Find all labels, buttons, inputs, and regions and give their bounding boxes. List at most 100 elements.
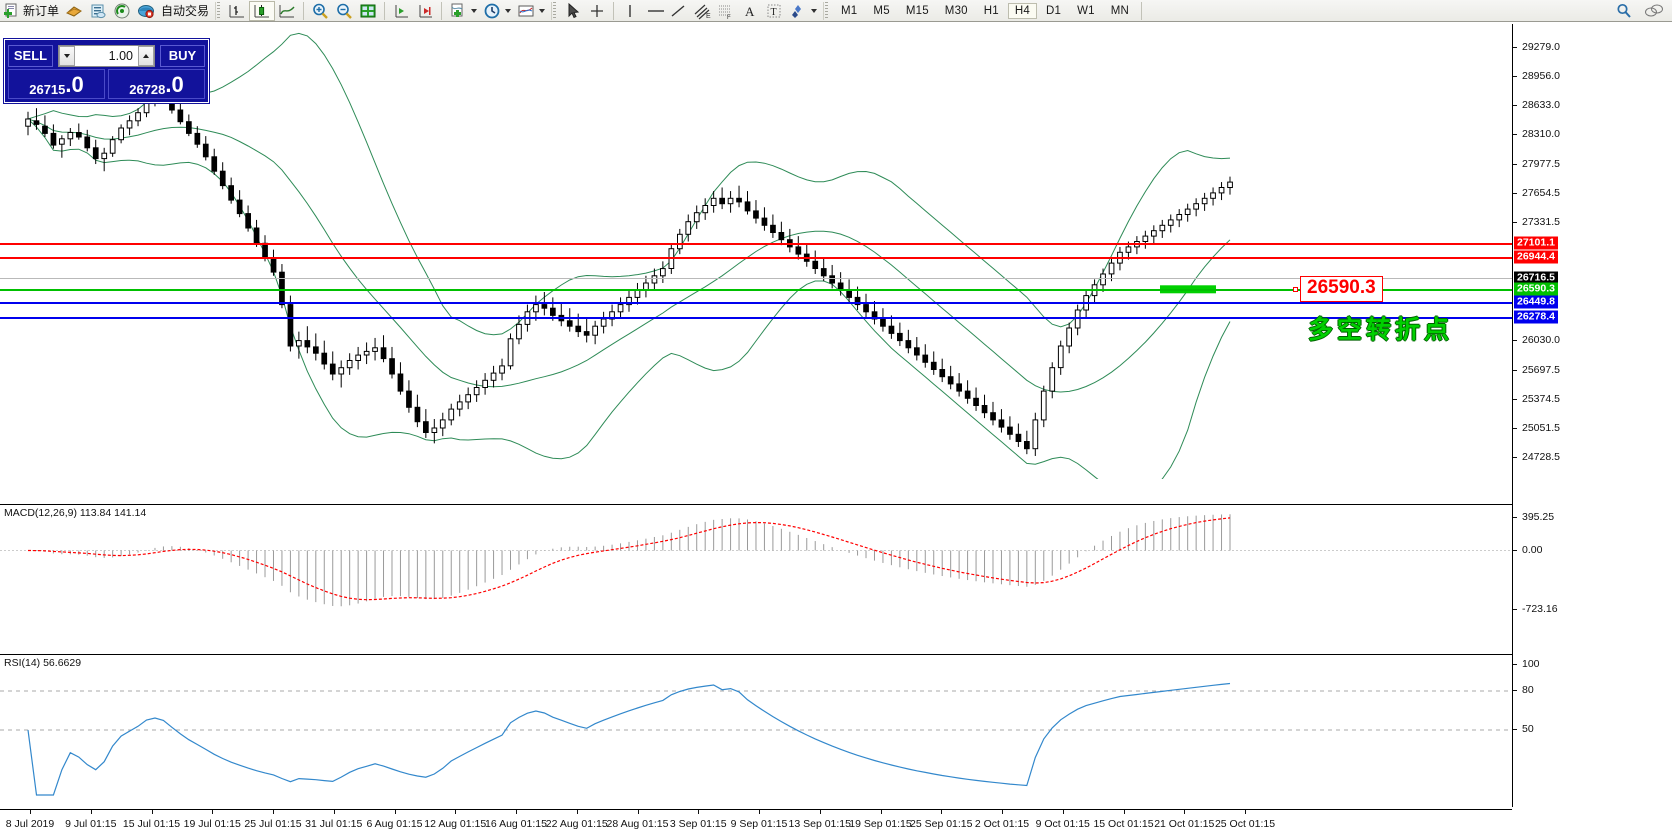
rsi-tick-label: 80 <box>1513 684 1534 696</box>
volume-up-button[interactable] <box>138 45 154 66</box>
fibonacci-button[interactable]: F <box>714 1 738 21</box>
hline-button[interactable] <box>642 1 666 21</box>
sell-price[interactable]: 26715 .0 <box>8 69 105 99</box>
time-tick-label: 6 Aug 01:15 <box>366 818 423 830</box>
macd-title: MACD(12,26,9) 113.84 141.14 <box>4 507 147 519</box>
candlestick-icon <box>253 2 271 20</box>
timeframe-mn[interactable]: MN <box>1110 4 1130 17</box>
timeframe-h4[interactable]: H4 <box>1007 2 1037 19</box>
search-button[interactable] <box>1612 1 1636 21</box>
bar-chart-button[interactable] <box>225 1 249 21</box>
price-level-badge[interactable]: 26278.4 <box>1514 310 1558 324</box>
volume-stepper[interactable]: 1.00 <box>58 44 155 67</box>
time-tick <box>455 810 457 814</box>
rsi-pane[interactable]: RSI(14) 56.6629 <box>0 654 1512 807</box>
line-chart-button[interactable] <box>275 1 299 21</box>
time-tick-label: 2 Oct 01:15 <box>974 818 1030 830</box>
volume-down-button[interactable] <box>59 45 75 66</box>
time-tick-label: 28 Aug 01:15 <box>606 818 669 830</box>
price-level-badge[interactable]: 26716.5 <box>1514 271 1558 285</box>
volume-value[interactable]: 1.00 <box>108 48 133 63</box>
time-tick <box>880 810 882 814</box>
text-label-button[interactable]: T <box>762 1 786 21</box>
hline-icon <box>645 2 665 20</box>
time-axis[interactable]: 8 Jul 2019 9 Jul 01:15 15 Jul 01:15 19 Jul … <box>0 809 1512 835</box>
zoom-out-button[interactable] <box>332 1 356 21</box>
bar-chart-icon <box>228 2 246 20</box>
crosshair-button[interactable] <box>585 1 609 21</box>
price-level-badge[interactable]: 26449.8 <box>1514 295 1558 309</box>
price-level-badge[interactable]: 26590.3 <box>1514 282 1558 296</box>
main-toolbar: 新订单 <box>0 0 1672 22</box>
period-caret-icon[interactable] <box>505 8 512 13</box>
shift-end-button[interactable] <box>413 1 437 21</box>
one-click-trading-panel[interactable]: SELL 1.00 BUY 26715 .0 26728 .0 <box>4 39 209 103</box>
market-button[interactable] <box>134 1 158 21</box>
new-order-button[interactable]: 新订单 <box>0 1 62 21</box>
timeframe-m15[interactable]: M15 <box>905 4 929 17</box>
rsi-plot <box>0 682 1512 796</box>
price-level-line[interactable] <box>0 277 1512 279</box>
price-level-line[interactable] <box>0 301 1512 304</box>
crosshair-icon <box>588 2 606 20</box>
templates-button[interactable] <box>514 1 548 21</box>
time-tick <box>576 810 578 814</box>
toolbar-grip-3[interactable] <box>823 1 831 20</box>
sell-button[interactable]: SELL <box>8 44 53 67</box>
price-tick-label: 27331.5 <box>1513 216 1560 228</box>
zoom-in-button[interactable] <box>308 1 332 21</box>
cursor-icon <box>564 2 582 20</box>
objects-caret-icon[interactable] <box>811 8 818 13</box>
grid-button[interactable] <box>356 1 380 21</box>
chart-area[interactable]: 26590.3 多空转折点 MACD(12,26,9) 113.84 141.1… <box>0 22 1672 835</box>
price-callout-label[interactable]: 26590.3 <box>1300 276 1383 303</box>
timeframe-m30[interactable]: M30 <box>944 4 968 17</box>
text-button[interactable]: A <box>738 1 762 21</box>
text-label-icon: T <box>765 2 783 20</box>
price-level-line[interactable] <box>0 317 1512 320</box>
price-level-badge[interactable]: 26944.4 <box>1514 250 1558 264</box>
timeframe-m5[interactable]: M5 <box>873 4 890 17</box>
add-indicator-button[interactable] <box>446 1 480 21</box>
time-tick <box>151 810 153 814</box>
timeframe-w1[interactable]: W1 <box>1077 4 1095 17</box>
signals-button[interactable] <box>110 1 134 21</box>
time-tick-label: 16 Aug 01:15 <box>485 818 547 830</box>
price-level-badge[interactable]: 27101.1 <box>1514 236 1558 250</box>
price-level-line[interactable] <box>0 257 1512 260</box>
objects-button[interactable] <box>786 1 820 21</box>
add-indicator-caret-icon[interactable] <box>471 8 478 13</box>
chat-button[interactable] <box>1640 1 1664 21</box>
toolbar-grip[interactable] <box>215 1 223 20</box>
templates-caret-icon[interactable] <box>539 8 546 13</box>
time-tick-label: 19 Sep 01:15 <box>849 818 912 830</box>
macd-tick-label: -723.16 <box>1513 603 1558 615</box>
timeframe-d1[interactable]: D1 <box>1046 4 1062 17</box>
price-callout-anchor[interactable] <box>1293 287 1298 293</box>
autotrade-button[interactable]: 自动交易 <box>158 1 212 21</box>
price-level-line[interactable] <box>0 243 1512 246</box>
save-button[interactable] <box>62 1 86 21</box>
sell-price-dec: .0 <box>65 72 84 97</box>
toolbar-grip-2[interactable] <box>551 1 559 20</box>
time-tick <box>941 810 943 814</box>
price-level-line[interactable] <box>0 289 1512 292</box>
buy-price[interactable]: 26728 .0 <box>108 69 205 99</box>
open-profile-button[interactable] <box>86 1 110 21</box>
vline-button[interactable] <box>618 1 642 21</box>
candlestick-chart-button[interactable] <box>249 0 276 21</box>
cursor-button[interactable] <box>561 1 585 21</box>
macd-plot <box>0 514 1512 607</box>
buy-button[interactable]: BUY <box>160 44 205 67</box>
macd-pane[interactable]: MACD(12,26,9) 113.84 141.14 <box>0 504 1512 652</box>
time-tick-label: 12 Aug 01:15 <box>424 818 487 830</box>
price-pane[interactable] <box>0 24 1512 479</box>
period-button[interactable] <box>480 1 514 21</box>
price-axis[interactable]: 29279.0 28956.0 28633.0 28310.0 27977.5 27654… <box>1512 24 1672 807</box>
equidistant-channel-button[interactable]: E <box>690 1 714 21</box>
timeframe-m1[interactable]: M1 <box>841 4 858 17</box>
trendline-button[interactable] <box>666 1 690 21</box>
time-tick-label: 3 Sep 01:15 <box>669 818 727 830</box>
shift-start-button[interactable] <box>389 1 413 21</box>
timeframe-h1[interactable]: H1 <box>983 4 999 17</box>
